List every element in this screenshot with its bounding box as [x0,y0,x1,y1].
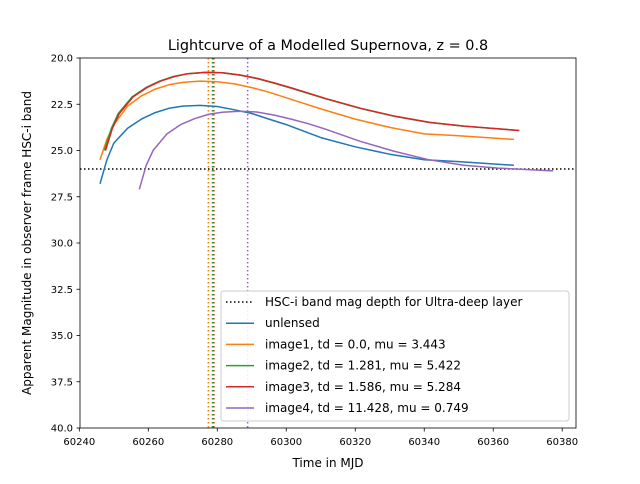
legend-label-3: image2, td = 1.281, mu = 5.422 [265,359,461,373]
series-line-1 [99,80,514,161]
y-tick-label: 32.5 [51,285,73,296]
legend-label-4: image3, td = 1.586, mu = 5.284 [265,380,461,394]
chart-title: Lightcurve of a Modelled Supernova, z = … [168,38,488,54]
legend: HSC-i band mag depth for Ultra-deep laye… [220,290,570,422]
x-tick-label: 60340 [408,437,440,448]
y-tick-label: 25.0 [51,146,73,157]
x-axis-label: Time in MJD [291,456,363,470]
series-line-3 [104,71,520,151]
series-line-0 [99,104,514,185]
y-tick-label: 37.5 [51,377,73,388]
y-axis-label: Apparent Magnitude in observer frame HSC… [20,91,34,395]
y-tick-label: 22.5 [51,100,73,111]
legend-label-2: image1, td = 0.0, mu = 3.443 [265,337,446,351]
x-tick-label: 60380 [546,437,578,448]
legend-label-5: image4, td = 11.428, mu = 0.749 [265,401,469,415]
x-tick-label: 60320 [339,437,371,448]
x-tick-label: 60360 [477,437,509,448]
x-tick-label: 60300 [270,437,302,448]
legend-label-1: unlensed [265,316,320,330]
legend-box [220,290,570,422]
y-tick-label: 30.0 [51,239,73,250]
y-tick-label: 27.5 [51,192,73,203]
legend-label-0: HSC-i band mag depth for Ultra-deep laye… [265,295,522,309]
x-tick-label: 60280 [201,437,233,448]
series-line-4 [138,110,554,190]
x-tick-label: 60240 [63,437,95,448]
axes-layer: 60240 60260 60280 60300 60320 60340 60360 60380… [51,54,578,448]
x-tick-label: 60260 [132,437,164,448]
y-tick-label: 35.0 [51,331,73,342]
y-tick-label: 20.0 [51,54,73,65]
y-tick-label: 40.0 [51,424,73,435]
